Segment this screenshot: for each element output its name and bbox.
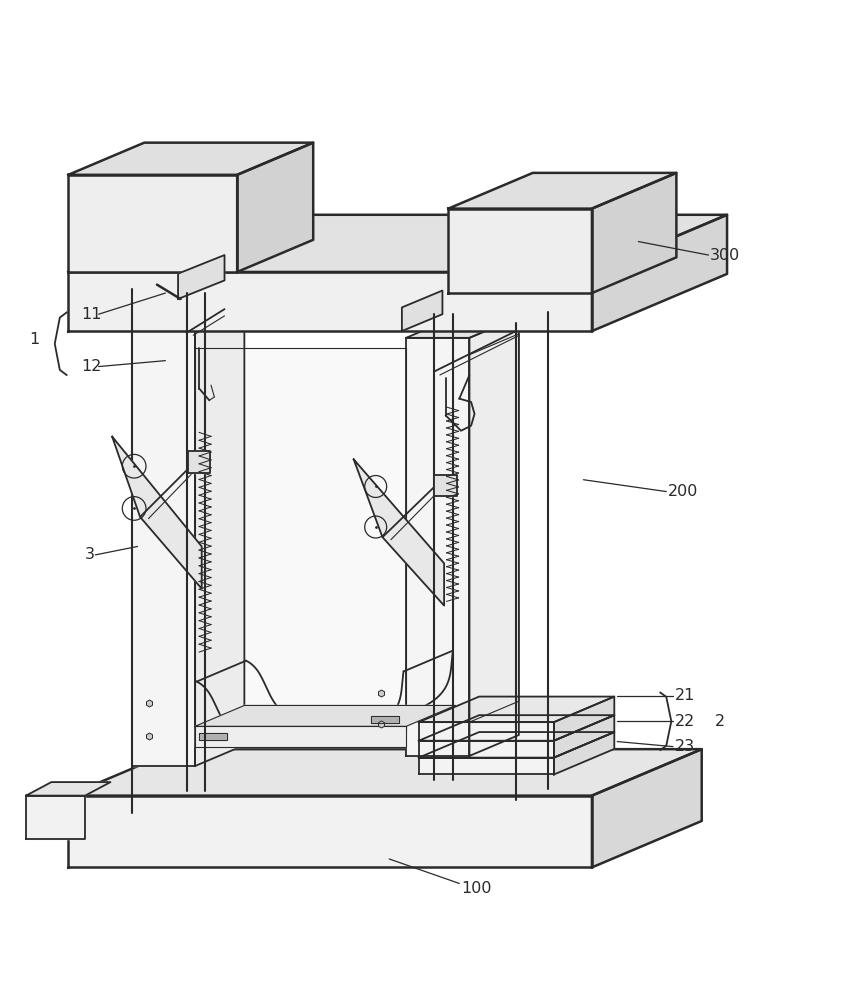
Polygon shape xyxy=(69,143,313,175)
Polygon shape xyxy=(69,749,701,796)
Text: 300: 300 xyxy=(710,248,740,263)
Polygon shape xyxy=(402,291,442,331)
Polygon shape xyxy=(406,317,519,338)
Polygon shape xyxy=(69,175,237,272)
Polygon shape xyxy=(195,705,455,726)
Polygon shape xyxy=(434,475,457,496)
Polygon shape xyxy=(554,715,614,758)
Polygon shape xyxy=(188,451,210,473)
Polygon shape xyxy=(592,173,677,293)
Polygon shape xyxy=(470,334,519,722)
Text: 3: 3 xyxy=(85,547,95,562)
Polygon shape xyxy=(554,732,614,774)
Polygon shape xyxy=(592,215,727,331)
Polygon shape xyxy=(419,697,614,722)
Polygon shape xyxy=(132,331,195,766)
Text: 22: 22 xyxy=(675,714,695,729)
Polygon shape xyxy=(237,143,313,272)
Polygon shape xyxy=(354,459,444,606)
Polygon shape xyxy=(419,715,614,741)
Polygon shape xyxy=(69,272,592,331)
Text: 12: 12 xyxy=(81,359,102,374)
Text: 11: 11 xyxy=(81,307,102,322)
Polygon shape xyxy=(419,758,554,774)
Polygon shape xyxy=(132,310,244,331)
Polygon shape xyxy=(419,732,614,758)
Polygon shape xyxy=(113,437,201,589)
Text: 23: 23 xyxy=(675,739,695,754)
Polygon shape xyxy=(371,716,398,723)
Text: 1: 1 xyxy=(30,332,40,347)
Polygon shape xyxy=(554,697,614,741)
Polygon shape xyxy=(195,348,406,732)
Polygon shape xyxy=(178,255,224,299)
Polygon shape xyxy=(448,173,677,209)
Polygon shape xyxy=(195,726,406,747)
Text: 100: 100 xyxy=(461,881,492,896)
Polygon shape xyxy=(69,796,592,867)
Text: 21: 21 xyxy=(675,688,695,703)
Polygon shape xyxy=(419,741,554,758)
Polygon shape xyxy=(592,749,701,867)
Text: 2: 2 xyxy=(714,714,724,729)
Polygon shape xyxy=(195,310,244,766)
Polygon shape xyxy=(448,209,592,293)
Polygon shape xyxy=(470,317,519,756)
Text: 200: 200 xyxy=(668,484,698,499)
Polygon shape xyxy=(26,796,85,839)
Polygon shape xyxy=(419,722,554,741)
Polygon shape xyxy=(69,215,727,272)
Polygon shape xyxy=(406,338,470,756)
Polygon shape xyxy=(199,733,227,740)
Polygon shape xyxy=(26,782,111,796)
